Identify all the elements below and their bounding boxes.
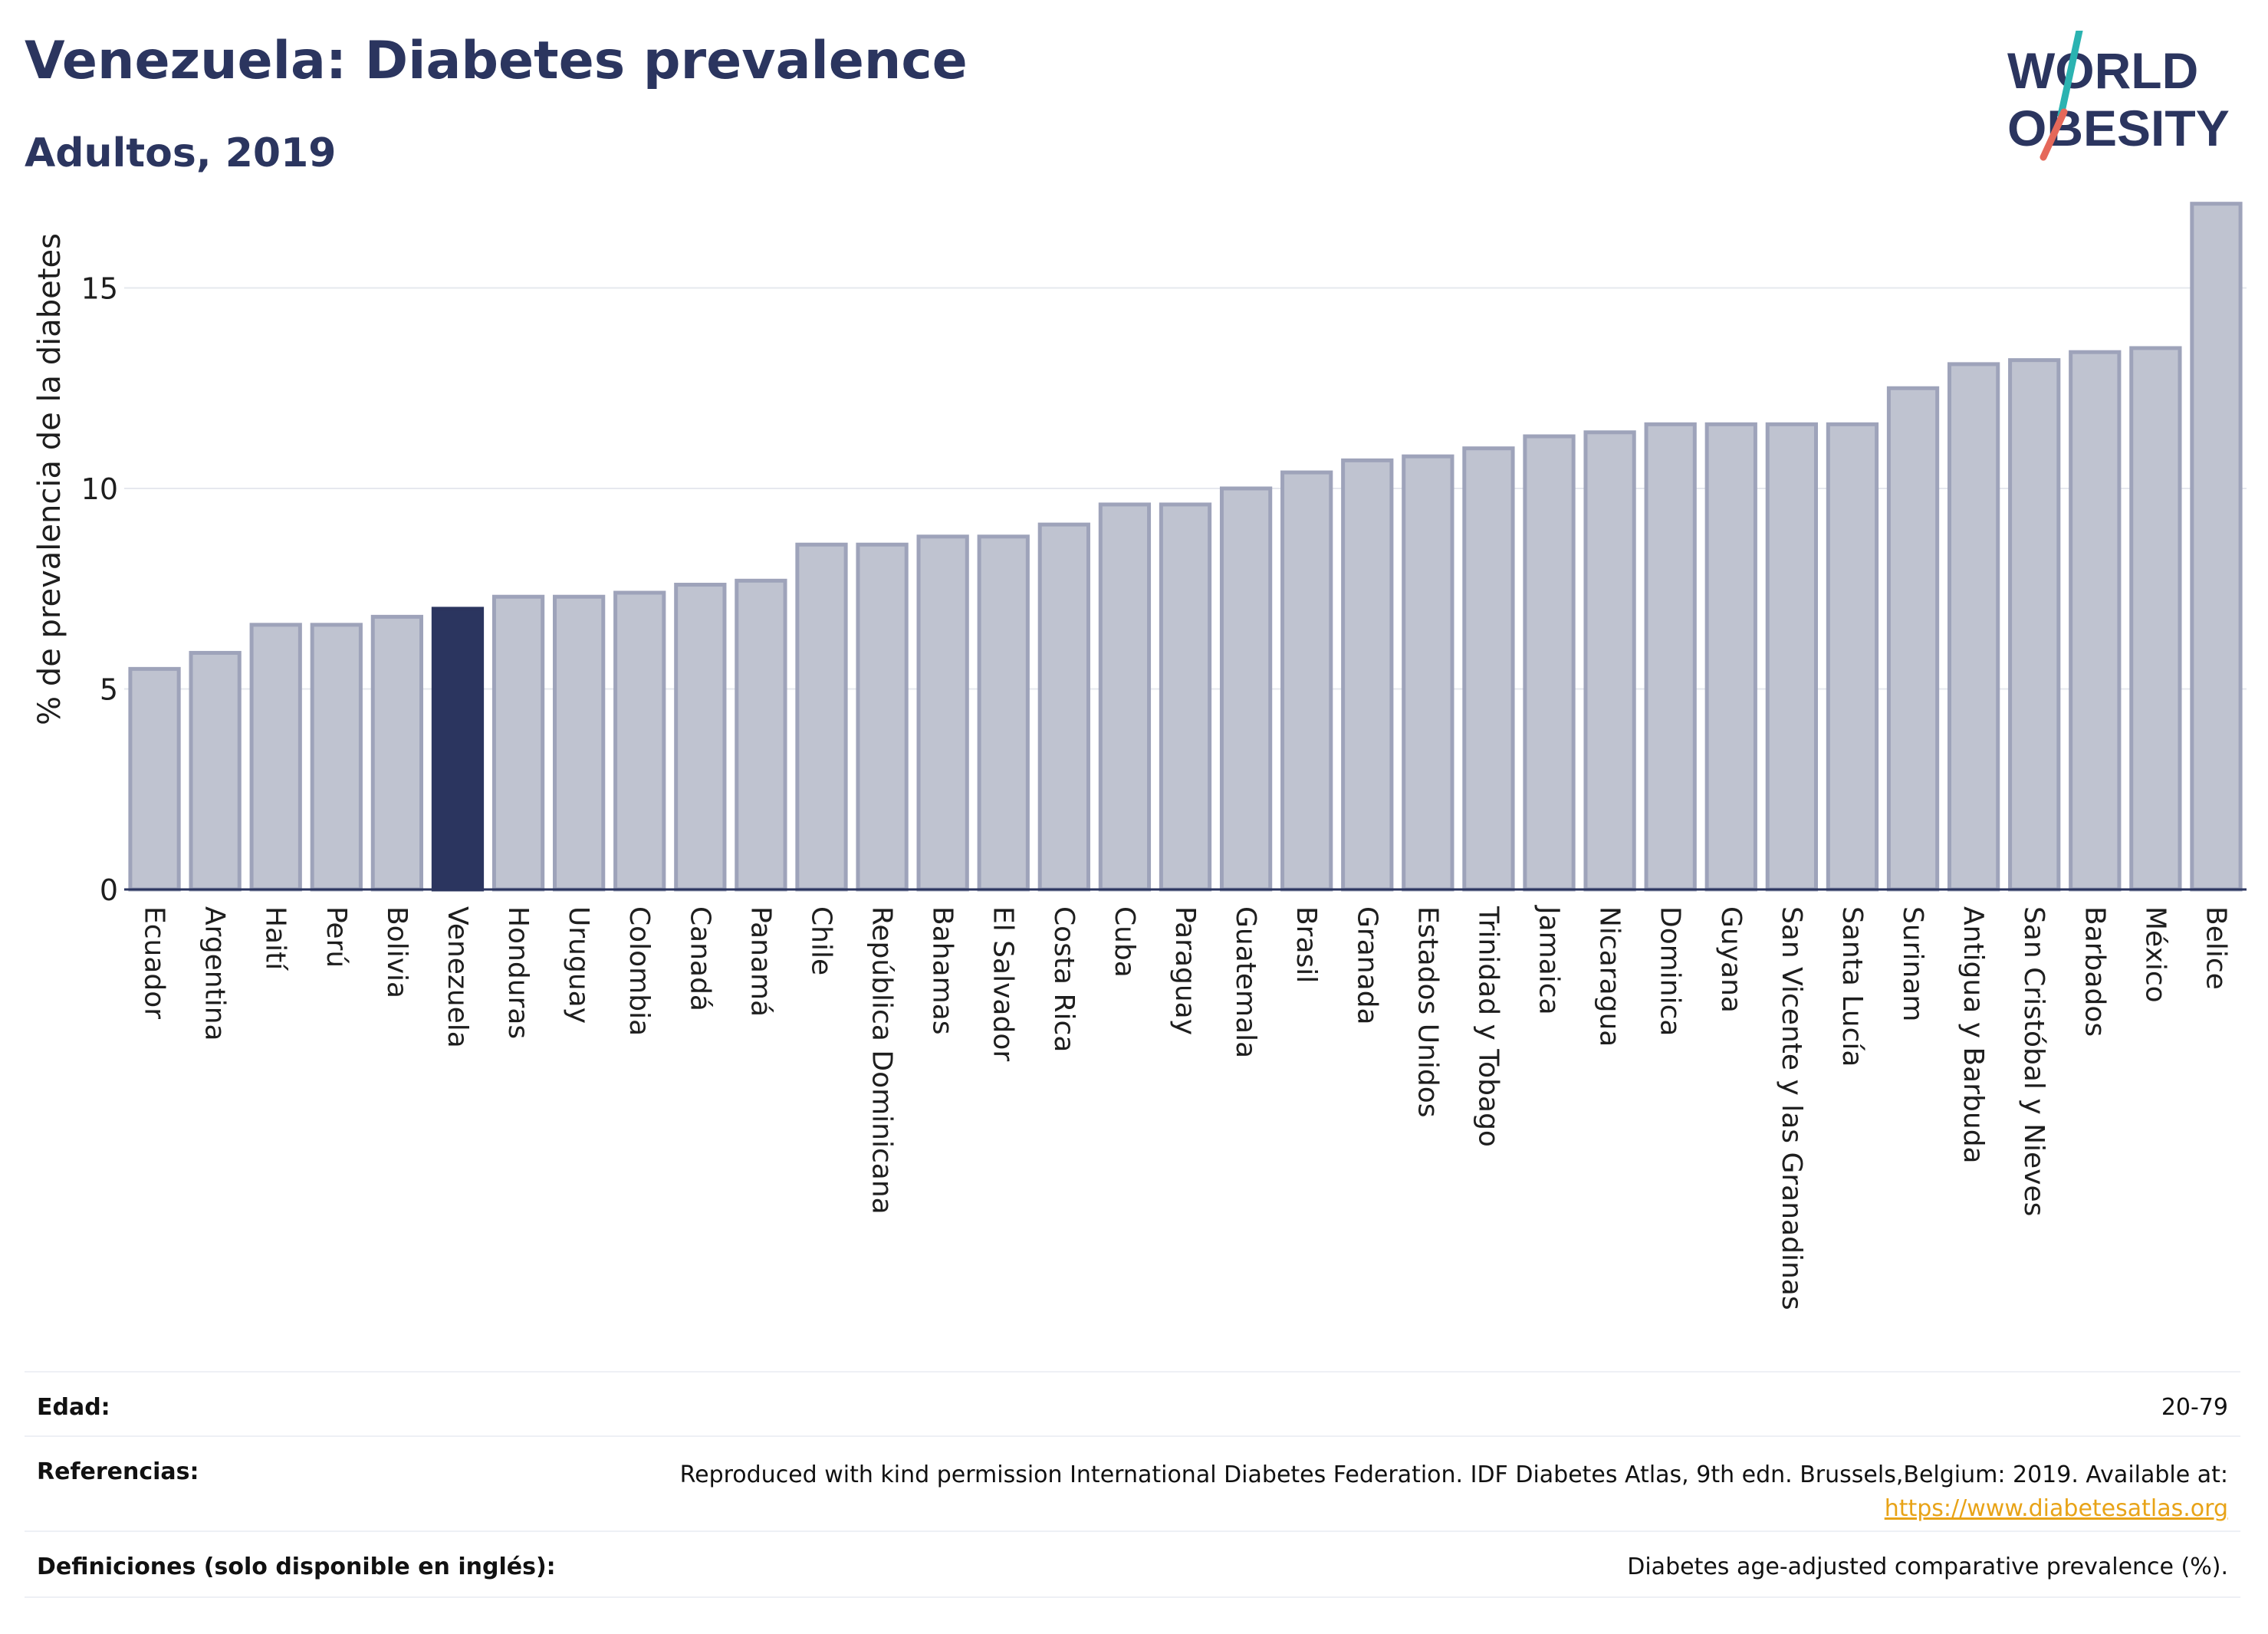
x-tick-label: Estados Unidos <box>1412 906 1443 1118</box>
bar-m-xico <box>2129 346 2182 892</box>
x-tick-label: Bahamas <box>927 906 958 1035</box>
logo-slash-top <box>2057 31 2083 119</box>
bar-san-crist-bal-y-nieves <box>2008 358 2061 892</box>
bar-bolivia <box>370 614 424 892</box>
bar-canad- <box>674 583 727 892</box>
x-tick-label: Jamaica <box>1533 905 1565 1015</box>
x-tick-label: Panamá <box>744 906 776 1017</box>
page-title: Venezuela: Diabetes prevalence <box>25 31 968 91</box>
bar-belice <box>2190 202 2243 892</box>
x-tick-label: San Vicente y las Granadinas <box>1776 906 1807 1310</box>
x-tick-label: Ecuador <box>139 906 170 1019</box>
bar-granada <box>1341 458 1394 892</box>
world-obesity-logo: WORLD OBESITY <box>2007 31 2230 161</box>
x-tick-label: Guatemala <box>1230 906 1261 1058</box>
age-value: 20-79 <box>2161 1394 2228 1421</box>
x-tick-labels: Ecuador Argentina Haití Perú Bolivia Venezuel… <box>139 905 2232 1310</box>
bar-uruguay <box>553 594 606 892</box>
references-text: Reproduced with kind permission Internat… <box>679 1461 2228 1488</box>
x-tick-label: Colombia <box>623 906 655 1036</box>
x-tick-label: Antigua y Barbuda <box>1957 906 1989 1164</box>
bars <box>124 202 2247 892</box>
x-tick-label: Guyana <box>1715 906 1747 1013</box>
definitions-label: Definiciones (solo disponible en inglés)… <box>37 1553 556 1580</box>
definitions-value: Diabetes age-adjusted comparative preval… <box>1627 1553 2228 1580</box>
x-tick-label: Uruguay <box>563 906 594 1024</box>
bar-surinam <box>1886 386 1940 892</box>
bar-chart: 0 5 10 15 Ecuador Argentina Haití Perú Bolivia V… <box>32 202 2247 1310</box>
references-value: Reproduced with kind permission Internat… <box>680 1458 2228 1526</box>
x-tick-label: México <box>2139 906 2171 1003</box>
bar-antigua-y-barbuda <box>1947 362 2000 892</box>
y-tick-label: 10 <box>81 472 118 506</box>
bar-colombia <box>613 590 666 892</box>
bar-guatemala <box>1219 486 1273 892</box>
x-tick-label: Nicaragua <box>1594 906 1625 1047</box>
bar-paraguay <box>1159 502 1212 892</box>
bar-brasil <box>1280 470 1333 892</box>
x-tick-label: Haití <box>260 906 291 971</box>
bar-rep-blica-dominicana <box>856 542 909 892</box>
bar-estados-unidos <box>1402 454 1454 892</box>
bar-nicaragua <box>1583 430 1636 892</box>
y-tick-label: 5 <box>100 673 118 707</box>
bar-chile <box>795 542 848 892</box>
bar-barbados <box>2069 350 2122 892</box>
age-label: Edad: <box>37 1394 110 1421</box>
x-tick-label: Trinidad y Tobago <box>1472 906 1504 1147</box>
x-tick-label: Granada <box>1351 906 1382 1025</box>
x-tick-label: Santa Lucía <box>1836 906 1868 1067</box>
x-tick-label: El Salvador <box>988 906 1019 1061</box>
x-tick-label: Paraguay <box>1169 906 1201 1035</box>
bar-jamaica <box>1523 434 1576 892</box>
bar-venezuela <box>431 607 485 892</box>
x-tick-label: Dominica <box>1655 906 1686 1037</box>
logo-text-world: WORLD <box>2007 42 2198 99</box>
bar-bahamas <box>916 534 969 892</box>
x-tick-label: República Dominicana <box>866 906 898 1215</box>
y-axis-label: % de prevalencia de la diabetes <box>32 233 67 725</box>
x-tick-label: Surinam <box>1897 906 1928 1021</box>
x-tick-label: Cuba <box>1109 906 1140 978</box>
references-link[interactable]: https://www.diabetesatlas.org <box>1884 1495 2228 1522</box>
y-tick-label: 0 <box>100 873 118 907</box>
bar-cuba <box>1098 502 1152 892</box>
y-tick-label: 15 <box>81 272 118 306</box>
x-tick-label: Bolivia <box>381 906 413 998</box>
x-tick-label: Belice <box>2200 906 2231 990</box>
x-tick-label: Brasil <box>1290 906 1322 983</box>
x-tick-label: Costa Rica <box>1048 906 1080 1052</box>
meta-row-age: Edad: 20-79 <box>25 1371 2240 1437</box>
bar-ecuador <box>128 666 181 892</box>
references-label: Referencias: <box>37 1458 199 1485</box>
bar-dominica <box>1644 422 1697 892</box>
x-tick-label: Canadá <box>684 906 715 1011</box>
bar-hait- <box>249 623 302 892</box>
x-tick-label: Honduras <box>502 906 534 1039</box>
page-subtitle: Adultos, 2019 <box>25 130 337 176</box>
meta-row-definitions: Definiciones (solo disponible en inglés)… <box>25 1530 2240 1598</box>
bar-san-vicente-y-las-granadinas <box>1765 422 1818 892</box>
bar-panam- <box>735 578 787 892</box>
x-tick-label: Barbados <box>2079 906 2110 1037</box>
x-tick-label: Venezuela <box>442 906 473 1048</box>
meta-row-references: Referencias: Reproduced with kind permis… <box>25 1435 2240 1532</box>
bar-guyana <box>1704 422 1757 892</box>
x-tick-label: San Cristóbal y Nieves <box>2018 906 2049 1216</box>
bar-el-salvador <box>977 534 1030 892</box>
y-tick-labels: 0 5 10 15 <box>81 272 118 907</box>
bar-santa-luc-a <box>1826 422 1879 892</box>
bar-costa-rica <box>1037 522 1090 892</box>
x-tick-label: Chile <box>805 906 837 975</box>
x-tick-label: Argentina <box>199 906 231 1041</box>
x-tick-label: Perú <box>320 906 352 968</box>
bar-honduras <box>491 594 545 892</box>
bar-argentina <box>189 650 242 892</box>
bar-trinidad-y-tobago <box>1462 446 1515 892</box>
logo-slash-bottom <box>2040 108 2068 161</box>
bar-per- <box>310 623 363 892</box>
